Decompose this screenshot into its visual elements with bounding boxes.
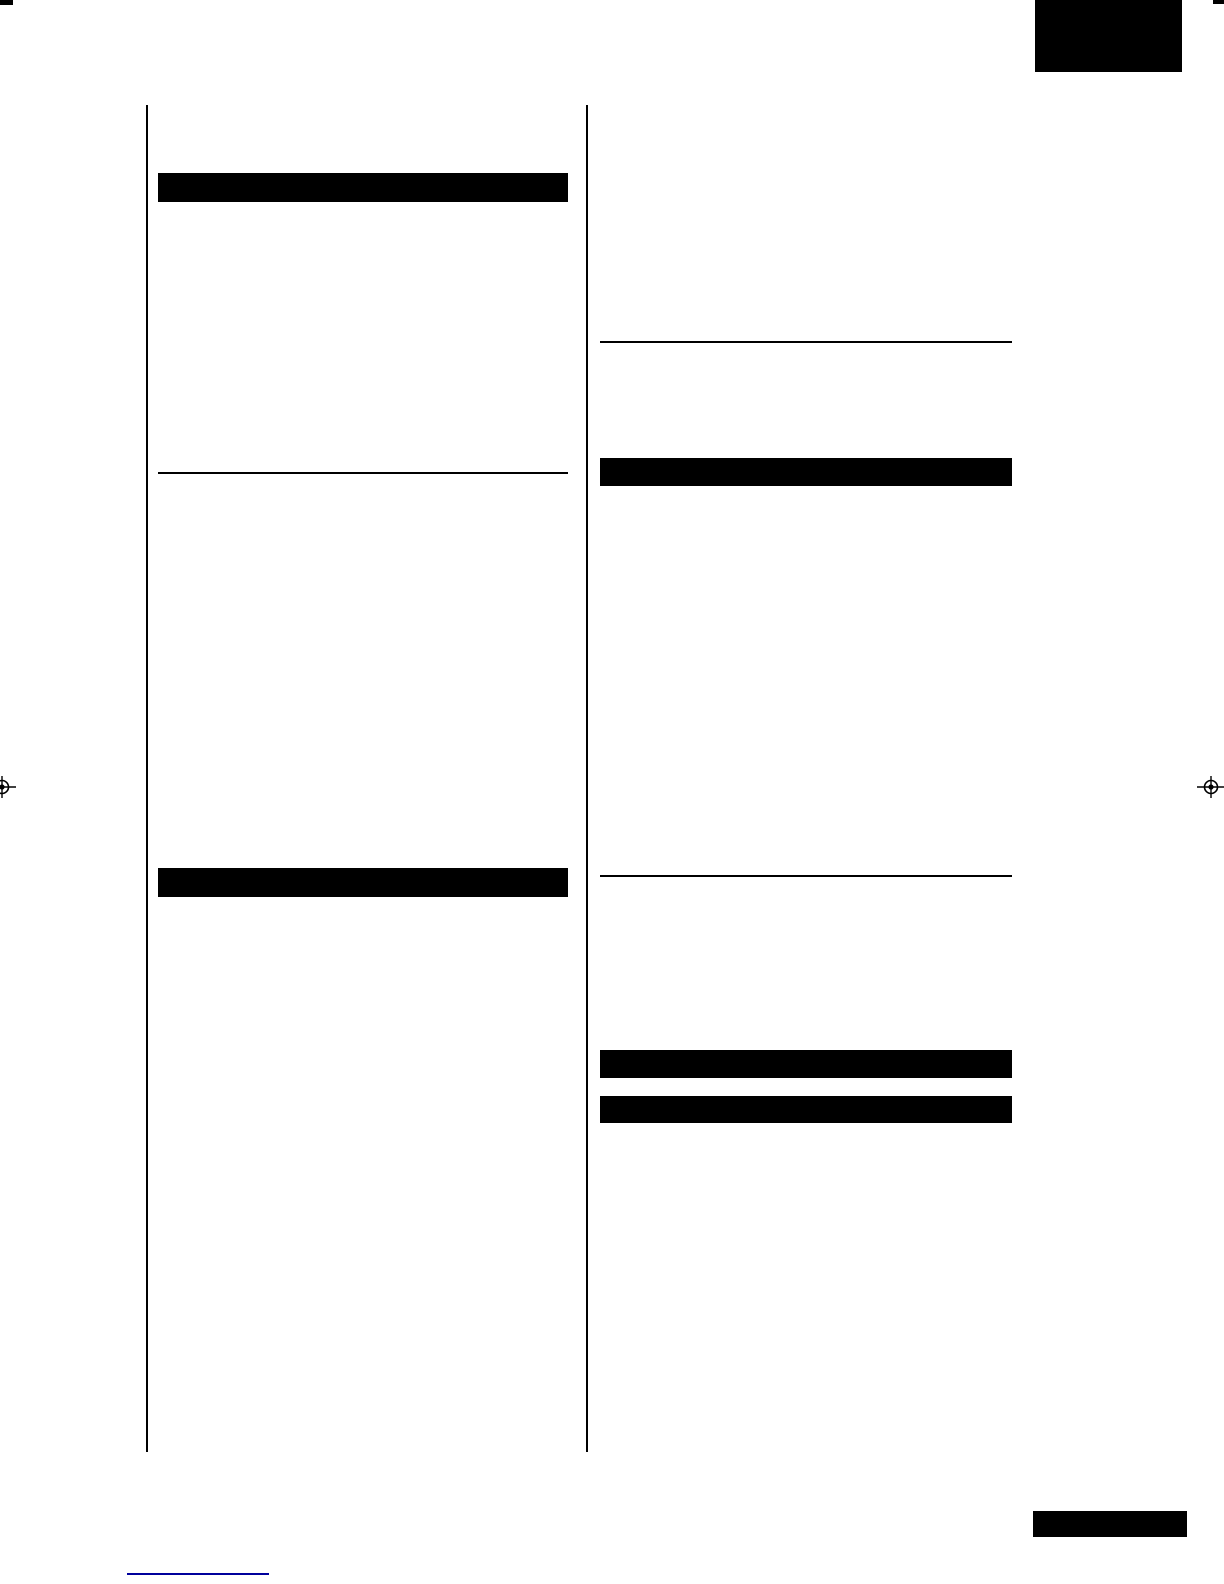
redacted-heading-bar: [158, 173, 568, 202]
redacted-footer-block: [1033, 1511, 1187, 1537]
crop-mark-top-left: [0, 0, 13, 5]
crop-mark-top-right: [1213, 0, 1224, 4]
redacted-header-block: [1035, 0, 1182, 72]
redacted-heading-bar: [600, 458, 1012, 486]
section-separator-rule: [600, 341, 1012, 343]
section-separator-rule: [600, 875, 1012, 877]
left-column-rule: [146, 105, 148, 1452]
registration-target-icon: [1197, 773, 1224, 801]
redacted-heading-bar: [600, 1096, 1012, 1123]
footer-link-underline[interactable]: [127, 1573, 269, 1575]
center-column-rule: [586, 105, 588, 1452]
section-separator-rule: [158, 472, 568, 474]
redacted-heading-bar: [600, 1050, 1012, 1078]
redacted-heading-bar: [158, 868, 568, 897]
registration-target-icon: [0, 773, 16, 801]
